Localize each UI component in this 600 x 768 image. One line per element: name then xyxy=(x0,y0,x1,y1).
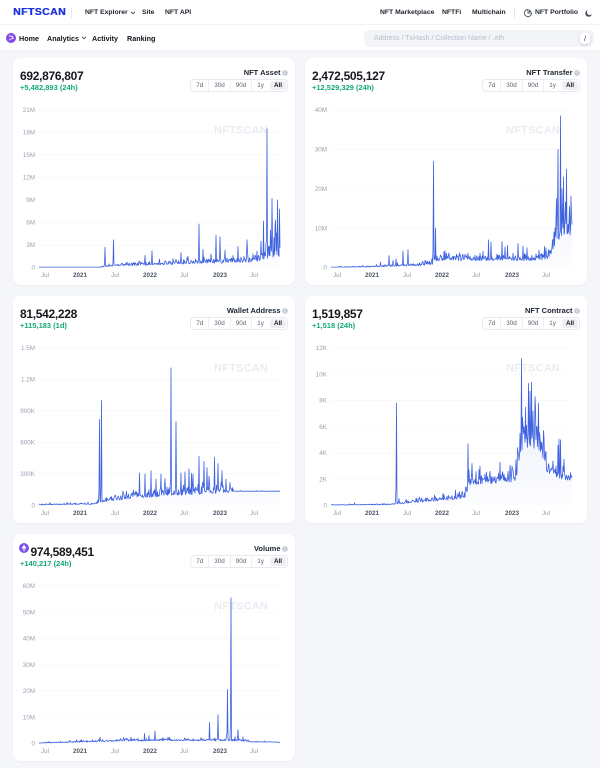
svg-text:2022: 2022 xyxy=(435,272,450,279)
svg-text:18M: 18M xyxy=(23,130,35,137)
svg-text:2K: 2K xyxy=(319,476,328,483)
svg-text:2021: 2021 xyxy=(73,272,88,279)
svg-text:12K: 12K xyxy=(316,345,328,352)
svg-text:12M: 12M xyxy=(23,175,35,182)
svg-text:1.2M: 1.2M xyxy=(21,377,35,384)
svg-text:2022: 2022 xyxy=(435,510,450,517)
svg-text:2022: 2022 xyxy=(143,748,158,755)
svg-text:Jul: Jul xyxy=(180,748,188,755)
svg-text:Jul: Jul xyxy=(472,510,480,517)
svg-text:NFTSCAN: NFTSCAN xyxy=(214,363,268,375)
svg-text:6M: 6M xyxy=(26,220,35,227)
svg-text:Jul: Jul xyxy=(472,272,480,279)
svg-text:2023: 2023 xyxy=(213,272,228,279)
svg-text:10M: 10M xyxy=(23,714,35,721)
svg-text:Jul: Jul xyxy=(250,748,258,755)
svg-text:2023: 2023 xyxy=(505,272,520,279)
svg-text:3M: 3M xyxy=(26,242,35,249)
svg-text:Jul: Jul xyxy=(542,272,550,279)
svg-text:30M: 30M xyxy=(23,662,35,669)
svg-text:60M: 60M xyxy=(23,583,35,590)
svg-text:Jul: Jul xyxy=(333,510,341,517)
svg-text:20M: 20M xyxy=(315,186,327,193)
svg-text:21M: 21M xyxy=(23,107,35,114)
svg-text:2023: 2023 xyxy=(213,748,228,755)
svg-text:0: 0 xyxy=(323,265,327,272)
svg-text:0: 0 xyxy=(31,265,35,272)
svg-text:20M: 20M xyxy=(23,688,35,695)
svg-text:Jul: Jul xyxy=(111,748,119,755)
svg-text:0: 0 xyxy=(31,741,35,748)
svg-text:NFTSCAN: NFTSCAN xyxy=(214,601,268,613)
svg-text:2022: 2022 xyxy=(143,510,158,517)
svg-text:8K: 8K xyxy=(319,398,328,405)
svg-text:30M: 30M xyxy=(315,147,327,154)
svg-text:6K: 6K xyxy=(319,424,328,431)
svg-text:2023: 2023 xyxy=(213,510,228,517)
svg-text:Jul: Jul xyxy=(41,748,49,755)
svg-text:15M: 15M xyxy=(23,152,35,159)
svg-text:Jul: Jul xyxy=(111,510,119,517)
svg-text:2022: 2022 xyxy=(143,272,158,279)
svg-text:2021: 2021 xyxy=(73,510,88,517)
svg-text:4K: 4K xyxy=(319,450,328,457)
svg-text:2023: 2023 xyxy=(505,510,520,517)
svg-text:600K: 600K xyxy=(20,440,36,447)
svg-text:300K: 300K xyxy=(20,471,36,478)
svg-text:1.5M: 1.5M xyxy=(21,345,35,352)
svg-text:NFTSCAN: NFTSCAN xyxy=(214,125,268,137)
svg-text:10M: 10M xyxy=(315,225,327,232)
svg-text:2021: 2021 xyxy=(365,272,380,279)
svg-text:Jul: Jul xyxy=(41,272,49,279)
svg-text:40M: 40M xyxy=(23,636,35,643)
svg-text:Jul: Jul xyxy=(180,272,188,279)
svg-text:Jul: Jul xyxy=(333,272,341,279)
svg-text:40M: 40M xyxy=(315,107,327,114)
svg-text:10K: 10K xyxy=(316,372,328,379)
svg-text:Jul: Jul xyxy=(111,272,119,279)
svg-text:2021: 2021 xyxy=(73,748,88,755)
svg-text:NFTSCAN: NFTSCAN xyxy=(506,125,560,137)
svg-text:Jul: Jul xyxy=(180,510,188,517)
svg-text:2021: 2021 xyxy=(365,510,380,517)
svg-text:50M: 50M xyxy=(23,610,35,617)
svg-text:900K: 900K xyxy=(20,408,36,415)
svg-text:0: 0 xyxy=(31,503,35,510)
svg-text:NFTSCAN: NFTSCAN xyxy=(506,363,560,375)
svg-text:Jul: Jul xyxy=(403,272,411,279)
svg-text:Jul: Jul xyxy=(250,272,258,279)
svg-text:Jul: Jul xyxy=(403,510,411,517)
svg-text:9M: 9M xyxy=(26,197,35,204)
svg-text:Jul: Jul xyxy=(41,510,49,517)
svg-text:Jul: Jul xyxy=(250,510,258,517)
svg-text:Jul: Jul xyxy=(542,510,550,517)
svg-text:0: 0 xyxy=(323,503,327,510)
